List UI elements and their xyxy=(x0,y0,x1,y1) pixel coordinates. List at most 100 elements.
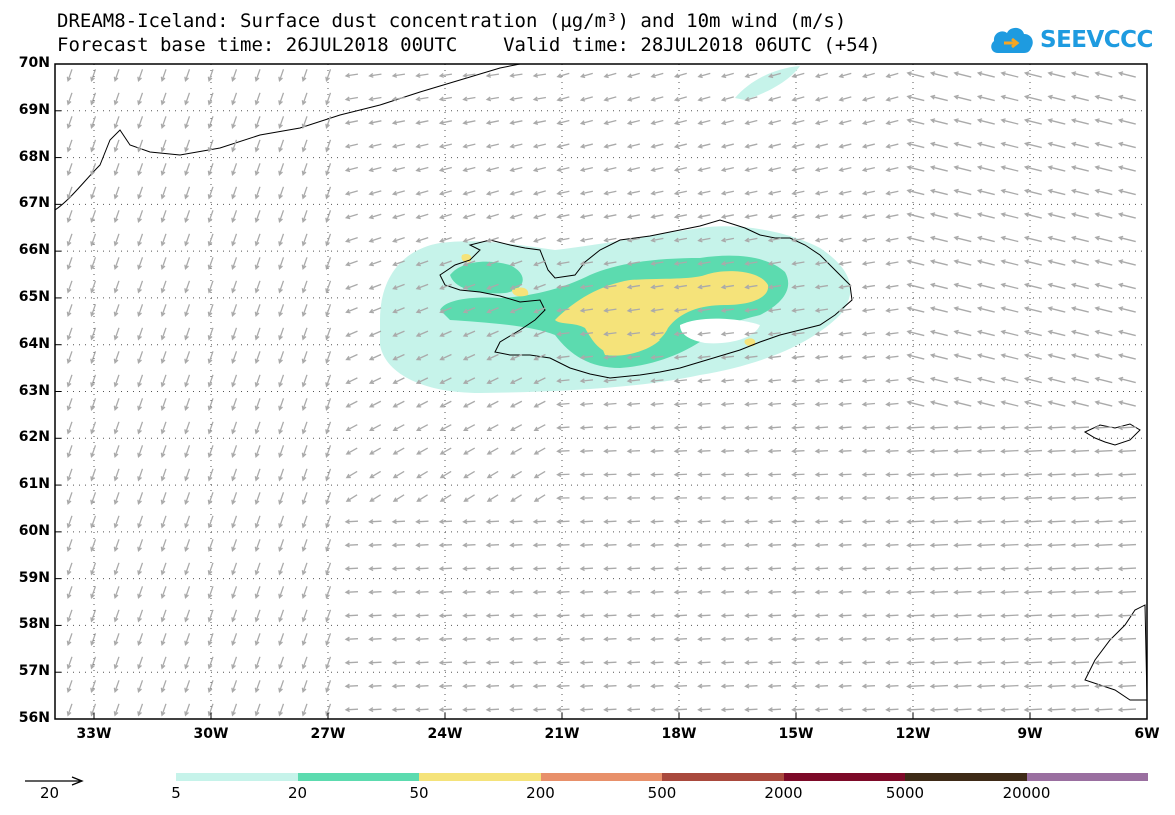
wind-arrow xyxy=(532,660,547,666)
wind-arrow xyxy=(231,586,238,599)
wind-arrow xyxy=(579,425,594,431)
wind-arrow xyxy=(113,233,120,247)
wind-arrow xyxy=(184,210,191,223)
graticule xyxy=(55,64,1147,719)
wind-arrow xyxy=(1070,282,1089,290)
wind-arrow xyxy=(814,401,829,407)
wind-arrow xyxy=(1070,306,1089,313)
wind-arrow xyxy=(184,703,191,717)
wind-arrow xyxy=(325,233,332,247)
wind-arrow xyxy=(160,492,167,505)
wind-arrow xyxy=(697,119,711,126)
wind-arrow xyxy=(1047,188,1066,196)
wind-arrow xyxy=(906,212,925,219)
wind-arrow xyxy=(603,425,617,431)
wind-arrow xyxy=(791,448,805,454)
wind-arrow xyxy=(368,120,382,125)
wind-arrow xyxy=(673,378,688,384)
wind-arrow xyxy=(254,680,261,693)
wind-arrow xyxy=(697,613,711,619)
wind-arrow xyxy=(744,237,758,243)
wind-arrow xyxy=(861,190,876,196)
wind-arrow xyxy=(861,589,876,595)
wind-arrow xyxy=(1117,212,1136,219)
lon-label: 24W xyxy=(427,726,463,742)
wind-arrow xyxy=(301,233,308,247)
wind-arrow xyxy=(438,120,453,125)
wind-arrow xyxy=(603,660,617,666)
wind-arrow xyxy=(1094,660,1113,666)
wind-arrow xyxy=(231,163,238,176)
wind-arrow xyxy=(369,447,382,455)
wind-arrow xyxy=(556,167,570,173)
wind-arrow xyxy=(906,353,925,360)
wind-arrow xyxy=(906,141,925,149)
wind-arrow xyxy=(368,72,382,78)
wind-arrow xyxy=(791,261,805,266)
wind-arrow xyxy=(976,306,995,313)
wind-arrow xyxy=(929,282,948,290)
wind-arrow xyxy=(650,167,664,173)
wind-arrow xyxy=(1047,636,1066,642)
wind-arrow xyxy=(814,307,829,313)
wind-arrow xyxy=(1070,188,1089,196)
wind-arrow xyxy=(885,707,899,713)
wind-arrow xyxy=(579,96,593,102)
wind-arrow xyxy=(368,96,382,102)
wind-arrow xyxy=(462,260,476,267)
wind-arrow xyxy=(579,448,594,454)
wind-arrow xyxy=(344,707,359,713)
wind-arrow xyxy=(510,494,522,502)
wind-arrow xyxy=(462,377,476,384)
wind-arrow xyxy=(532,519,547,525)
wind-arrow xyxy=(1117,165,1136,172)
wind-arrow xyxy=(976,495,996,501)
wind-arrow xyxy=(744,214,758,219)
wind-arrow xyxy=(953,683,972,689)
wind-arrow xyxy=(510,424,523,432)
wind-arrow xyxy=(906,566,925,572)
wind-arrow xyxy=(486,447,499,455)
wind-arrow xyxy=(1023,707,1043,713)
wind-arrow xyxy=(207,539,214,552)
wind-arrow xyxy=(113,656,120,670)
wind-arrow xyxy=(184,163,191,176)
wind-arrow xyxy=(66,351,73,364)
wind-arrow xyxy=(301,116,308,129)
wind-arrow xyxy=(1070,519,1090,525)
wind-arrow xyxy=(556,519,570,525)
wind-arrow xyxy=(1000,282,1019,290)
wind-arrow xyxy=(532,190,546,196)
wind-arrow xyxy=(814,448,829,454)
axis-ticks xyxy=(55,63,1148,720)
wind-arrow xyxy=(1000,165,1019,172)
wind-arrow xyxy=(1094,683,1113,689)
wind-arrow xyxy=(486,377,499,384)
wind-arrow xyxy=(673,237,688,243)
wind-arrow xyxy=(556,261,570,266)
wind-arrow xyxy=(184,351,191,364)
wind-arrow xyxy=(416,447,429,455)
wind-arrow xyxy=(767,96,781,102)
lat-label: 69N xyxy=(18,101,50,118)
wind-arrow xyxy=(113,445,120,458)
wind-arrow xyxy=(438,96,453,102)
wind-arrow xyxy=(301,139,308,153)
wind-arrow xyxy=(532,96,547,102)
wind-arrow xyxy=(579,519,594,525)
wind-arrow xyxy=(791,660,805,666)
wind-arrow xyxy=(462,353,476,361)
wind-arrow xyxy=(113,186,120,200)
wind-arrow xyxy=(254,257,261,270)
wind-arrow xyxy=(415,330,429,337)
wind-arrow xyxy=(1094,282,1113,290)
wind-arrow xyxy=(90,633,97,646)
wind-arrow xyxy=(345,307,358,314)
wind-arrow xyxy=(439,447,452,455)
legend-label: 20000 xyxy=(1002,784,1051,802)
legend-swatch xyxy=(419,773,541,781)
wind-arrow xyxy=(439,377,452,384)
wind-arrow xyxy=(392,494,405,502)
wind-arrow xyxy=(1047,306,1066,313)
wind-arrow xyxy=(929,118,948,125)
